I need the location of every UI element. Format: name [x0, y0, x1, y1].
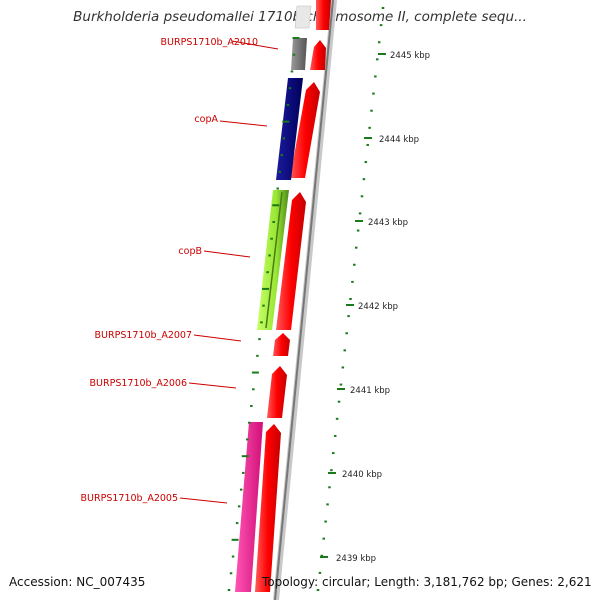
gene-label-a2010: BURPS1710b_A2010	[161, 37, 258, 48]
red-gene-arrow	[267, 366, 287, 418]
pink-gene	[235, 422, 263, 592]
red-gene-arrow	[290, 82, 320, 178]
backbone	[273, 0, 337, 600]
gene-label-a2005: BURPS1710b_A2005	[81, 493, 178, 504]
gene-label-copb: copB	[178, 246, 202, 257]
label-leaders	[179, 40, 279, 504]
gene-label-a2006: BURPS1710b_A2006	[90, 378, 187, 389]
red-gene-arrow	[276, 192, 306, 330]
kbp-label-2440: 2440 kbp	[342, 470, 382, 480]
kbp-label-2441: 2441 kbp	[350, 386, 390, 396]
gray-gene	[291, 38, 307, 70]
kbp-label-2444: 2444 kbp	[379, 135, 419, 145]
accession-label: Accession: NC_007435	[9, 575, 146, 589]
reverse-strand-genes	[235, 5, 312, 592]
gene-label-a2007: BURPS1710b_A2007	[95, 330, 192, 341]
kbp-label-2445: 2445 kbp	[390, 51, 430, 61]
gene-label-copa: copA	[194, 114, 218, 125]
red-gene-arrow	[255, 424, 281, 592]
kbp-label-2443: 2443 kbp	[368, 218, 408, 228]
forward-strand-genes	[255, 0, 331, 592]
white-gene	[294, 5, 312, 29]
red-gene-arrow	[310, 40, 326, 70]
kbp-label-2442: 2442 kbp	[358, 302, 398, 312]
topology-label: Topology: circular; Length: 3,181,762 bp…	[262, 575, 592, 589]
tick-tracks	[227, 7, 385, 591]
kbp-label-2439: 2439 kbp	[336, 554, 376, 564]
red-gene-arrow	[316, 0, 331, 30]
lime-gene	[257, 190, 289, 330]
red-gene-arrow	[273, 333, 290, 356]
